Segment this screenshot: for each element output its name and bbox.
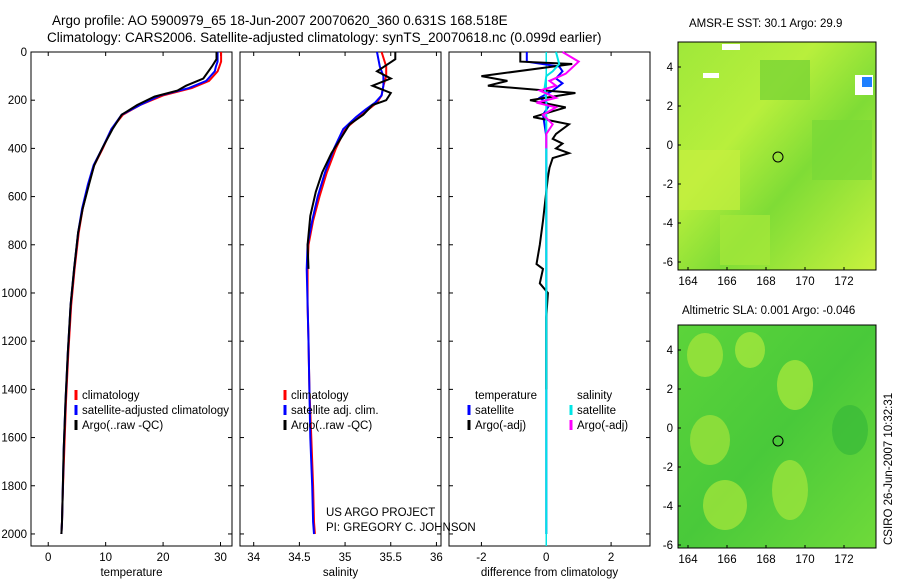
- sst-lat-label: -6: [663, 257, 673, 269]
- temperature-series-0: [60, 52, 223, 535]
- sla-lat-label: 4: [667, 345, 674, 357]
- sla-lat-label: -2: [663, 462, 673, 474]
- sla-lat-label: -4: [663, 501, 674, 513]
- sst-lon-label: 168: [756, 276, 775, 288]
- salinity-xtick-label: 34: [247, 552, 260, 564]
- footer-stamp: CSIRO 26-Jun-2007 10:32:31: [883, 393, 895, 545]
- sst-lat-label: -2: [663, 179, 673, 191]
- difference-series-1: [481, 52, 576, 390]
- sst-lon-label: 170: [795, 276, 814, 288]
- temperature-xtick-label: 0: [45, 552, 51, 564]
- sla-lat-label: 2: [667, 384, 673, 396]
- diff-legend-label: satellite: [475, 405, 514, 417]
- sla-lon-label: 164: [678, 554, 698, 566]
- temperature-xlabel: temperature: [100, 567, 162, 579]
- sst-map: 164 166 168 170 172 4 2 0 -2 -4 -6: [663, 41, 877, 288]
- salinity-panel: 34 34.5 35 35.5 36 salinity climatology satelli…: [239, 51, 476, 579]
- salinity-series-2: [306, 52, 397, 269]
- depth-tick-label: 800: [8, 240, 27, 252]
- sla-lon-label: 168: [756, 554, 775, 566]
- salinity-xtick-label: 35.5: [380, 552, 402, 564]
- salinity-frame: [239, 51, 442, 547]
- salinity-legend-label: climatology: [291, 390, 349, 402]
- difference-panel: -2 0 2 difference from climatology temperatu…: [448, 51, 651, 579]
- difference-series-2: [543, 51, 561, 534]
- difference-xtick-label: 0: [543, 552, 549, 564]
- sst-lon-label: 172: [834, 276, 853, 288]
- depth-tick-label: 1400: [1, 384, 27, 396]
- sla-lat-label: -6: [663, 540, 673, 552]
- temperature-legend-label: Argo(..raw -QC): [82, 420, 163, 432]
- sla-lon-label: 172: [834, 554, 853, 566]
- temperature-panel: 0 10 20 30 0 200 400 600 800 1000 1200 1400 1600 1800…: [1, 47, 233, 579]
- difference-xlabel: difference from climatology: [481, 567, 618, 579]
- difference-series-3: [536, 51, 581, 149]
- temperature-legend-label: satellite-adjusted climatology: [82, 405, 229, 417]
- depth-tick-label: 1800: [1, 481, 27, 493]
- difference-frame: [448, 51, 651, 547]
- temperature-xtick-label: 30: [214, 552, 227, 564]
- sst-lat-label: 4: [667, 62, 674, 74]
- temperature-series-1: [60, 52, 219, 535]
- salinity-legend-label: Argo(..raw -QC): [291, 420, 372, 432]
- depth-tick-label: 400: [8, 143, 27, 155]
- sla-map: 164 166 168 170 172 4 2 0 -2 -4 -6: [663, 324, 877, 566]
- sst-lat-label: -4: [663, 218, 674, 230]
- sla-lon-label: 170: [795, 554, 814, 566]
- difference-series-0: [525, 52, 565, 534]
- project-annotation: PI: GREGORY C. JOHNSON: [326, 522, 476, 534]
- salinity-legend-label: satellite adj. clim.: [291, 405, 379, 417]
- temperature-series-2: [60, 52, 218, 535]
- sla-float-marker: [772, 435, 784, 447]
- figure-title-line2: Climatology: CARS2006. Satellite-adjuste…: [47, 30, 602, 45]
- diff-legend-label: satellite: [577, 405, 616, 417]
- temperature-frame: [30, 51, 233, 547]
- sla-lon-label: 166: [717, 554, 736, 566]
- difference-xtick-label: -2: [476, 552, 486, 564]
- sst-float-marker: [772, 151, 784, 163]
- sla-map-title: Altimetric SLA: 0.001 Argo: -0.046: [682, 305, 856, 317]
- sst-lon-label: 164: [678, 276, 698, 288]
- salinity-xtick-label: 35: [339, 552, 352, 564]
- temperature-xtick-label: 20: [157, 552, 170, 564]
- diff-legend-label: salinity: [577, 390, 612, 402]
- difference-xtick-label: 2: [608, 552, 614, 564]
- diff-legend-label: Argo(-adj): [475, 420, 526, 432]
- depth-tick-label: 600: [8, 192, 27, 204]
- depth-tick-label: 1200: [1, 336, 27, 348]
- sst-lat-label: 0: [667, 140, 673, 152]
- sst-map-title: AMSR-E SST: 30.1 Argo: 29.9: [689, 18, 843, 30]
- depth-tick-label: 2000: [1, 529, 27, 541]
- sla-lat-label: 0: [667, 423, 673, 435]
- depth-tick-label: 1600: [1, 433, 27, 445]
- salinity-series-1: [305, 51, 385, 535]
- diff-legend-label: temperature: [475, 390, 537, 402]
- sst-lon-label: 166: [717, 276, 736, 288]
- temperature-legend-label: climatology: [82, 390, 140, 402]
- depth-tick-label: 200: [8, 95, 27, 107]
- depth-tick-label: 1000: [1, 288, 27, 300]
- figure-title-line1: Argo profile: AO 5900979_65 18-Jun-2007 …: [52, 13, 508, 28]
- salinity-xtick-label: 34.5: [288, 552, 310, 564]
- salinity-xtick-label: 36: [430, 552, 443, 564]
- project-annotation: US ARGO PROJECT: [326, 507, 435, 519]
- diff-legend-label: Argo(-adj): [577, 420, 628, 432]
- temperature-xtick-label: 10: [99, 552, 112, 564]
- sst-lat-label: 2: [667, 101, 673, 113]
- salinity-xlabel: salinity: [323, 567, 358, 579]
- depth-tick-label: 0: [21, 47, 27, 59]
